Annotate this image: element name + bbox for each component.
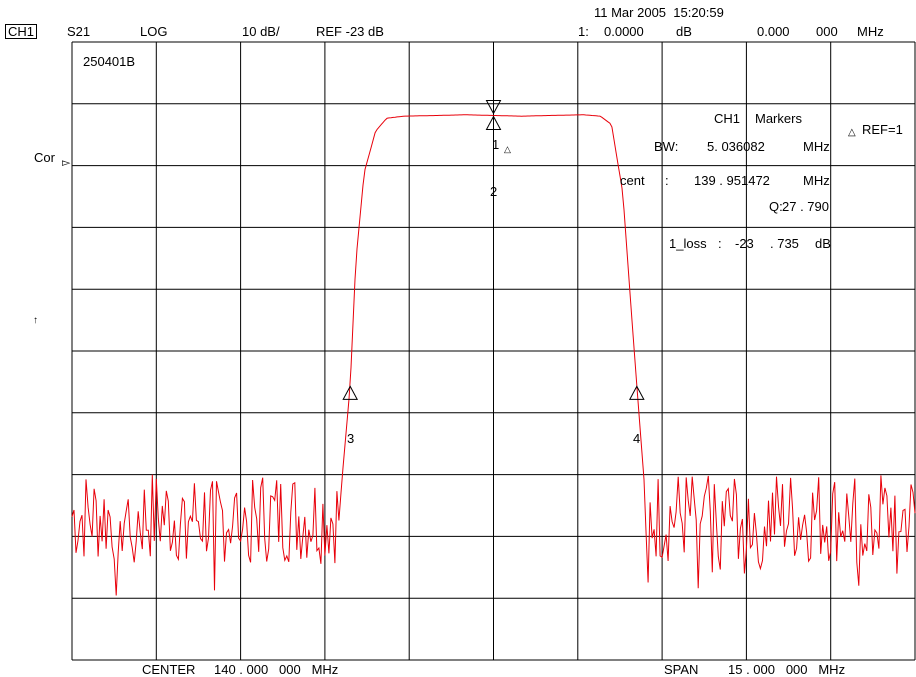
marker-2-symbol	[485, 115, 502, 130]
center-freq-colon: :	[665, 173, 669, 188]
center-freq-label: cent	[620, 173, 645, 188]
scale-label: 10 dB/	[242, 24, 280, 39]
bandwidth-label: BW:	[654, 139, 679, 154]
center-frequency-value: 140 . 000 000 MHz	[214, 662, 339, 677]
delta-ref-icon: △	[848, 127, 856, 138]
graticule	[71, 41, 916, 661]
q-value: 27 . 790	[782, 199, 829, 214]
marker-1-label: 1	[492, 137, 500, 152]
delta-ref-label: REF=1	[862, 122, 903, 137]
marker-symbols	[342, 99, 645, 400]
center-freq-value: 139 . 951472	[694, 173, 770, 188]
insertion-loss-unit: dB	[815, 236, 831, 251]
marker-readout-freq2: 000	[816, 24, 838, 39]
reference-label: REF -23 dB	[316, 24, 384, 39]
markers-panel-channel: CH1	[714, 111, 741, 126]
trace-title: 250401B	[83, 54, 136, 69]
marker-2-label: 2	[490, 184, 498, 199]
markers-panel-title: Markers	[755, 111, 802, 126]
format-label: LOG	[140, 24, 168, 39]
marker-readout-freq-unit: MHz	[857, 24, 884, 39]
marker-1-symbol	[485, 99, 502, 115]
channel-badge[interactable]: CH1	[5, 24, 38, 39]
q-label: Q:	[769, 199, 783, 214]
correction-label: Cor	[34, 150, 55, 165]
marker-4-label: 4	[633, 431, 641, 446]
marker-4-symbol	[628, 385, 645, 400]
scale-arrow-icon: ↑	[33, 315, 38, 326]
marker-readout-prefix: 1:	[578, 24, 589, 39]
bandwidth-value: 5. 036082	[707, 139, 765, 154]
marker-1-delta-icon: △	[504, 144, 511, 154]
insertion-loss-label: 1_loss	[669, 236, 707, 251]
marker-readout-value: 0.0000	[604, 24, 644, 39]
timestamp: 11 Mar 2005 15:20:59	[594, 5, 724, 20]
marker-readout-unit: dB	[676, 24, 692, 39]
ref-position-icon: ▻	[62, 157, 71, 169]
bandwidth-unit: MHz	[803, 139, 830, 154]
center-frequency-label: CENTER	[142, 662, 196, 677]
span-label: SPAN	[664, 662, 699, 677]
insertion-loss-value: -23	[735, 236, 754, 251]
marker-3-symbol	[342, 385, 359, 400]
insertion-loss-value-fraction: . 735	[770, 236, 799, 251]
marker-readout-freq: 0.000	[757, 24, 790, 39]
span-value: 15 . 000 000 MHz	[728, 662, 846, 677]
insertion-loss-colon: :	[718, 236, 722, 251]
center-freq-unit: MHz	[803, 173, 830, 188]
marker-3-label: 3	[347, 431, 355, 446]
parameter-label: S21	[67, 24, 91, 39]
